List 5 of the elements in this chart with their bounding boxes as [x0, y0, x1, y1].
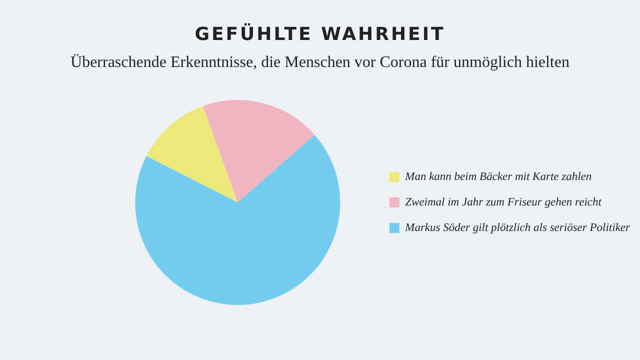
- legend-label: Zweimal im Jahr zum Friseur gehen reicht: [405, 196, 602, 209]
- legend-label: Man kann beim Bäcker mit Karte zahlen: [404, 171, 592, 184]
- chart-subtitle: Überraschende Erkenntnisse, die Menschen vor Corona für unmöglich hielten: [70, 54, 570, 72]
- legend-label: Markus Söder gilt plötzlich als seriöser Politiker: [404, 222, 631, 234]
- chart-title: GEFÜHLTE WAHRHEIT: [194, 24, 446, 45]
